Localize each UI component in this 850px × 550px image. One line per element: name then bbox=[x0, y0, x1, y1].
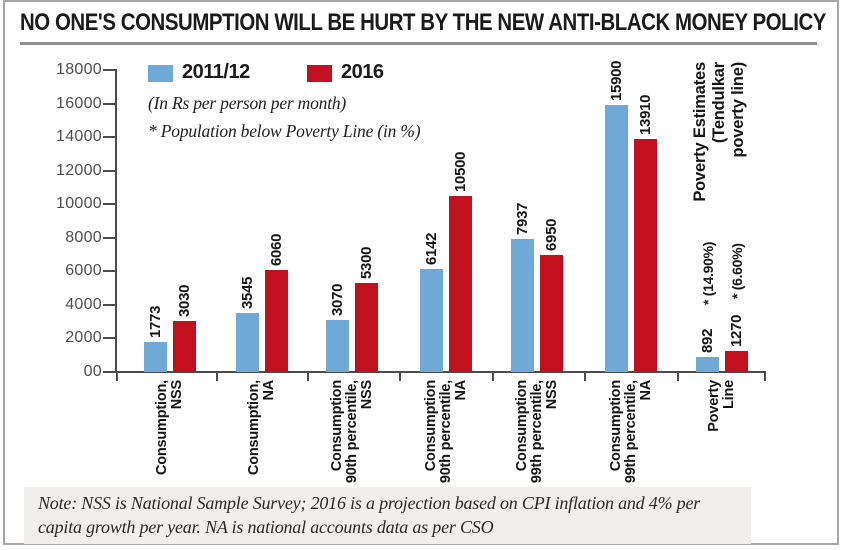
bar-value-label: 6142 bbox=[422, 232, 440, 265]
unit-label: (In Rs per person per month) bbox=[148, 93, 347, 113]
y-axis-tick-label: 12000 bbox=[56, 161, 102, 179]
y-axis-tick-mark bbox=[103, 169, 116, 172]
category-label: Consumption 99th percentile, NA bbox=[607, 380, 654, 484]
bar-chart: 18000 16000 14000 12000 10000 8000 6000 4000 200… bbox=[0, 50, 850, 490]
bar-2016-group-3 bbox=[449, 196, 472, 372]
y-axis-tick-mark bbox=[103, 236, 116, 239]
x-axis-tick-mark bbox=[764, 372, 766, 381]
bar-2016-group-6 bbox=[725, 351, 748, 372]
x-axis-line bbox=[115, 371, 766, 373]
category-label: Consumption 90th percentile, NA bbox=[422, 380, 469, 484]
category-label: Consumption, NA bbox=[246, 380, 277, 476]
x-axis-tick-mark bbox=[116, 372, 118, 381]
poverty-percent-label: * (14.90%) bbox=[699, 241, 716, 305]
bar-2016-group-0 bbox=[173, 321, 196, 372]
poverty-footnote: * Population below Poverty Line (in %) bbox=[148, 121, 421, 141]
y-axis-tick-mark bbox=[103, 270, 116, 273]
bar-value-label: 6950 bbox=[542, 218, 560, 251]
bar-value-label: 7937 bbox=[513, 202, 531, 235]
category-label: Consumption 90th percentile, NSS bbox=[328, 380, 375, 484]
y-axis-tick-label: 16000 bbox=[56, 94, 102, 112]
legend-label-2016: 2016 bbox=[341, 61, 384, 83]
bar-2011-12-group-1 bbox=[236, 313, 259, 372]
bar-value-label: 3545 bbox=[238, 276, 256, 309]
x-axis-tick-mark bbox=[216, 372, 218, 381]
bar-2011-12-group-3 bbox=[420, 269, 443, 372]
bar-value-label: 13910 bbox=[636, 94, 654, 135]
y-axis-tick-label: 4000 bbox=[65, 295, 102, 313]
poverty-percent-label: * (6.60%) bbox=[728, 243, 745, 299]
y-axis-tick-label: 18000 bbox=[56, 61, 102, 78]
y-axis-tick-label: 6000 bbox=[65, 262, 102, 280]
category-label: Poverty Line bbox=[706, 380, 737, 432]
note-band: Note: NSS is National Sample Survey; 201… bbox=[24, 487, 751, 544]
legend-swatch-2016 bbox=[307, 65, 332, 82]
bar-2011-12-group-0 bbox=[144, 342, 167, 372]
chart-title: NO ONE'S CONSUMPTION WILL BE HURT BY THE… bbox=[20, 9, 826, 36]
category-label: Consumption 99th percentile, NSS bbox=[513, 380, 560, 484]
y-axis-tick-mark bbox=[103, 69, 116, 71]
title-underline bbox=[20, 42, 817, 45]
bar-2016-group-1 bbox=[265, 270, 288, 372]
right-annotation: Poverty Estimates (Tendulkar poverty line) bbox=[690, 62, 747, 202]
x-axis-tick-mark bbox=[492, 372, 494, 381]
bar-2016-group-2 bbox=[355, 283, 378, 372]
bar-value-label: 6060 bbox=[267, 233, 285, 266]
bar-value-label: 10500 bbox=[451, 151, 469, 192]
bar-value-label: 3030 bbox=[175, 284, 193, 317]
x-axis-tick-mark bbox=[399, 372, 401, 381]
category-label: Consumption, NSS bbox=[154, 380, 185, 476]
footnote-text: Note: NSS is National Sample Survey; 201… bbox=[38, 493, 701, 537]
bar-value-label: 5300 bbox=[357, 246, 375, 279]
bar-2016-group-5 bbox=[634, 139, 657, 372]
legend-label-2011-12: 2011/12 bbox=[182, 61, 250, 83]
y-axis-tick-mark bbox=[103, 102, 116, 105]
y-axis-tick-mark bbox=[103, 337, 116, 340]
y-axis-tick-label: 10000 bbox=[56, 195, 102, 213]
bar-2011-12-group-6 bbox=[696, 357, 719, 372]
y-axis-tick-mark bbox=[103, 371, 116, 373]
y-axis-tick-label: 00 bbox=[83, 363, 102, 380]
bar-value-label: 1773 bbox=[146, 305, 164, 338]
y-axis-line bbox=[115, 69, 117, 373]
y-axis-tick-label: 8000 bbox=[65, 228, 102, 246]
bar-2016-group-4 bbox=[540, 255, 563, 372]
bar-2011-12-group-5 bbox=[605, 105, 628, 372]
bar-2011-12-group-2 bbox=[326, 320, 349, 372]
y-axis-tick-label: 2000 bbox=[65, 329, 102, 347]
bar-value-label: 15900 bbox=[607, 60, 625, 101]
y-axis-tick-mark bbox=[103, 203, 116, 206]
y-axis-tick-label: 14000 bbox=[56, 128, 102, 146]
y-axis-tick-mark bbox=[103, 303, 116, 306]
y-axis-tick-mark bbox=[103, 136, 116, 139]
x-axis-tick-mark bbox=[307, 372, 309, 381]
bar-value-label: 3070 bbox=[328, 283, 346, 316]
legend-swatch-2011-12 bbox=[148, 65, 173, 82]
x-axis-tick-mark bbox=[677, 372, 679, 381]
bar-2011-12-group-4 bbox=[511, 239, 534, 372]
x-axis-tick-mark bbox=[584, 372, 586, 381]
